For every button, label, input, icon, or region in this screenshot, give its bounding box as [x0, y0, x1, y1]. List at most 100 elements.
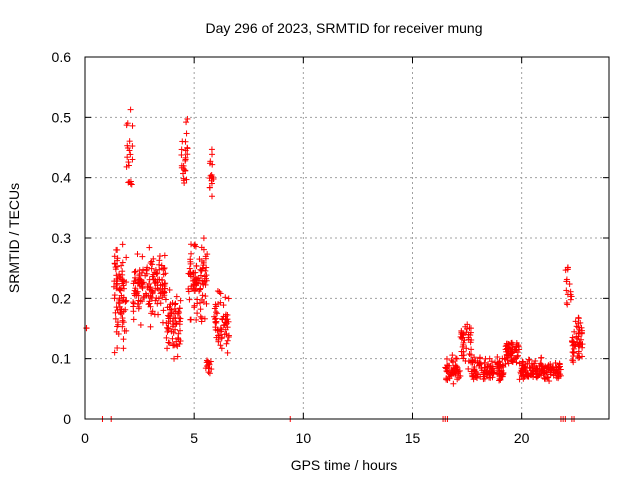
data-point [458, 335, 465, 342]
data-point [114, 307, 121, 314]
data-point [499, 371, 506, 378]
data-point [525, 356, 532, 363]
data-point [223, 340, 230, 347]
data-point [573, 333, 580, 340]
data-point [111, 349, 118, 356]
data-point [202, 255, 209, 262]
data-point [170, 315, 177, 322]
data-point [463, 345, 470, 352]
data-point [218, 335, 225, 342]
data-point [201, 315, 208, 322]
data-point [182, 138, 189, 145]
data-point [174, 353, 181, 360]
data-point [215, 338, 222, 345]
data-point [481, 375, 488, 382]
data-point [116, 303, 123, 310]
data-point [185, 288, 192, 295]
data-point [112, 264, 119, 271]
data-point [136, 272, 143, 279]
data-point [206, 160, 213, 167]
data-point [166, 340, 173, 347]
data-point [182, 157, 189, 164]
data-point [514, 353, 521, 360]
data-point [159, 294, 166, 301]
data-point [468, 336, 475, 343]
data-point [177, 315, 184, 322]
data-point [111, 295, 118, 302]
data-point [206, 370, 213, 377]
data-point [203, 357, 210, 364]
data-point [198, 244, 205, 251]
data-point [169, 323, 176, 330]
data-point [120, 336, 127, 343]
data-point [222, 294, 229, 301]
data-point [450, 359, 457, 366]
data-point [175, 308, 182, 315]
data-point [193, 262, 200, 269]
data-point [477, 373, 484, 380]
data-point [183, 176, 190, 183]
data-point [134, 251, 141, 258]
data-point [193, 316, 200, 323]
data-point [482, 355, 489, 362]
data-point [196, 277, 203, 284]
data-point [469, 373, 476, 380]
data-point [546, 378, 553, 385]
data-point [485, 363, 492, 370]
data-point [114, 281, 121, 288]
data-point [129, 122, 136, 129]
data-point [150, 255, 157, 262]
data-point [568, 337, 575, 344]
data-point [202, 293, 209, 300]
data-point [502, 360, 509, 367]
data-point [191, 304, 198, 311]
data-point [198, 257, 205, 264]
data-point [474, 359, 481, 366]
data-point [190, 285, 197, 292]
data-point [192, 274, 199, 281]
data-point [156, 261, 163, 268]
data-point [203, 300, 210, 307]
data-point [130, 280, 137, 287]
data-point [445, 373, 452, 380]
data-point [460, 341, 467, 348]
data-point [220, 313, 227, 320]
data-point [198, 267, 205, 274]
data-point [126, 138, 133, 145]
data-point [129, 156, 136, 163]
data-point [176, 321, 183, 328]
data-point [113, 272, 120, 279]
data-point [524, 360, 531, 367]
data-point [463, 329, 470, 336]
data-point [206, 184, 213, 191]
data-point [137, 321, 144, 328]
data-point [566, 281, 573, 288]
data-point [452, 371, 459, 378]
data-point [575, 343, 582, 350]
x-tick-label: 5 [190, 430, 198, 446]
data-point [188, 241, 195, 248]
data-point [83, 325, 90, 332]
data-point [114, 344, 121, 351]
data-point [470, 376, 477, 383]
data-point [163, 319, 170, 326]
x-tick-labels: 0 5 10 15 20 [81, 430, 530, 446]
data-point [136, 303, 143, 310]
data-point [514, 349, 521, 356]
data-point [187, 260, 194, 267]
data-point [217, 299, 224, 306]
data-point [547, 367, 554, 374]
data-point [571, 328, 578, 335]
data-point [114, 246, 121, 253]
data-point [153, 295, 160, 302]
data-point [222, 319, 229, 326]
data-point [460, 355, 467, 362]
data-point [458, 327, 465, 334]
data-point [119, 315, 126, 322]
data-point [460, 332, 467, 339]
data-point [175, 336, 182, 343]
data-point [139, 253, 146, 260]
data-point [158, 276, 165, 283]
axis-ticks [84, 56, 609, 420]
data-point [471, 367, 478, 374]
